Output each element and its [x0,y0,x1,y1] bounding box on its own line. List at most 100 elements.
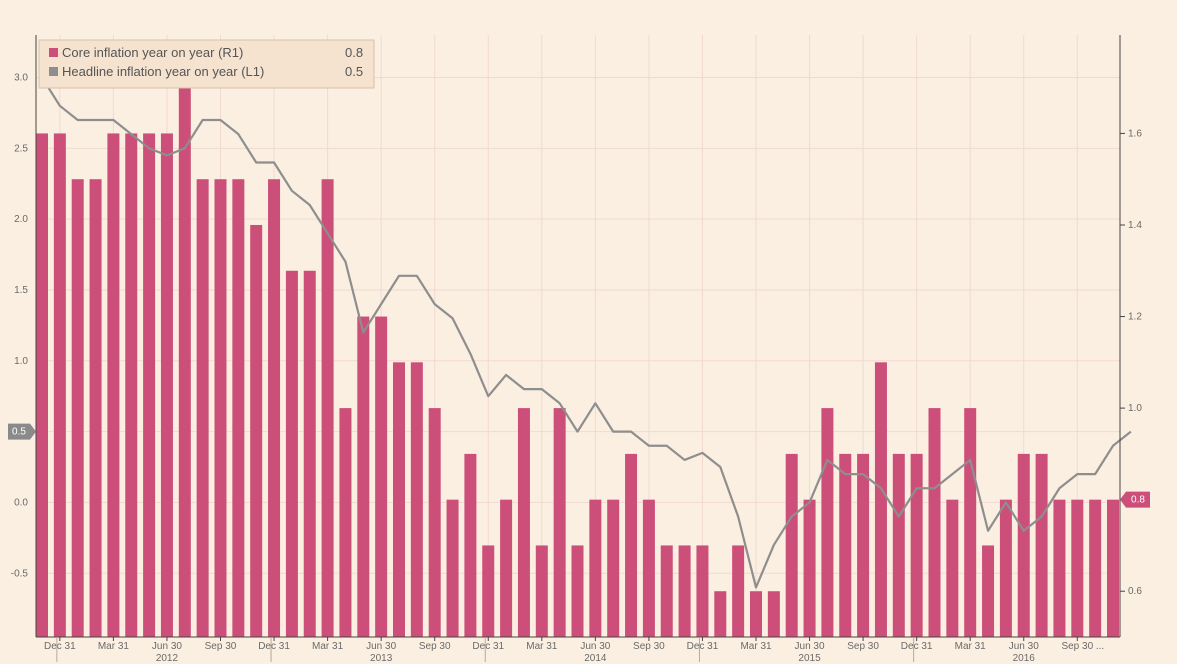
core-bar [1035,453,1048,637]
core-bar [607,499,620,637]
x-tick-label: Mar 31 [740,641,772,652]
core-bar [517,408,530,637]
left-tick-label: 1.0 [14,356,28,367]
x-tick-label: Sep 30 [847,641,879,652]
right-tick-label: 1.4 [1128,220,1142,231]
right-tick-label: 1.6 [1128,128,1142,139]
legend-label-headline: Headline inflation year on year (L1) [62,64,264,79]
core-bar [500,499,513,637]
core-bar [750,591,762,637]
x-tick-label: Sep 30 [419,641,451,652]
core-bar [375,316,388,637]
core-bar [535,545,548,637]
year-label: 2012 [156,653,179,664]
x-tick-label: Sep 30 [1061,641,1093,652]
left-tick-label: -0.5 [11,568,29,579]
legend-label-core: Core inflation year on year (R1) [62,45,243,60]
right-tick-label: 0.6 [1128,586,1142,597]
legend-value-core: 0.8 [345,45,363,60]
core-bar [928,408,941,637]
left-tick-label: 1.5 [14,285,28,296]
core-bar [160,133,173,638]
core-bar [571,545,584,637]
left-tick-label: 2.5 [14,143,28,154]
core-bar [642,499,655,637]
x-tick-label: Jun 30 [152,641,182,652]
x-tick-label: Jun 30 [580,641,610,652]
x-tick-label: Dec 31 [472,641,504,652]
core-bar [339,408,352,637]
left-tick-label: 3.0 [14,72,28,83]
core-bar [839,453,852,637]
core-bar [393,362,405,637]
core-bar [803,499,816,637]
left-last-value-text: 0.5 [12,427,26,438]
legend-swatch-core [49,48,58,57]
core-bar [1017,453,1030,637]
core-bar [357,316,370,637]
core-bar [696,545,709,637]
x-tick-label: Mar 31 [526,641,558,652]
headline-line [41,76,1132,589]
core-bar [285,270,298,637]
core-bar [982,545,995,637]
core-bar [678,545,691,637]
core-bar [625,453,638,637]
core-bar [250,224,263,637]
core-bar [1089,499,1102,637]
core-bar [232,179,245,637]
core-bar [71,179,84,637]
core-bar [410,362,423,637]
core-bar [589,499,602,637]
x-tick-label: Jun 30 [1009,641,1039,652]
core-bar [321,179,334,637]
core-bar [946,499,959,637]
core-bar [964,408,977,637]
legend-box [38,39,375,89]
core-bar [303,270,316,637]
x-tick-label: Sep 30 [633,641,665,652]
core-bar [892,453,905,637]
legend-value-headline: 0.5 [345,64,363,79]
tick-labels: 3.0 2.5 2.0 1.5 1.0 0.5 0.0 -0.5 1.6 1.4 1.2 1.0 0.8… [11,72,1143,664]
core-bar [196,179,209,637]
x-tick-label: Dec 31 [44,641,76,652]
core-bar [910,453,923,637]
core-bar [660,545,673,637]
legend: Core inflation year on year (R1) 0.8 Hea… [38,39,375,89]
core-bar [785,453,798,637]
core-bar [143,133,156,638]
core-bar [999,499,1012,637]
core-bar [107,133,120,638]
core-bar [482,545,495,637]
right-last-value-badge [1120,491,1150,508]
axes [35,35,1121,638]
right-last-value-text: 0.8 [1131,495,1145,506]
core-bar [89,179,102,637]
core-bar [178,87,191,638]
core-bar [428,408,441,637]
core-bar [732,545,745,637]
left-tick-label: 2.0 [14,214,28,225]
left-tick-label: 0.0 [14,497,28,508]
core-bar [1071,499,1084,637]
left-last-value-badge [8,423,36,440]
year-label: 2013 [370,653,393,664]
core-bar [857,453,870,637]
x-tick-label: Dec 31 [901,641,933,652]
x-tick-label: Sep 30 [205,641,237,652]
core-bar [446,499,459,637]
core-bar [36,133,48,638]
core-bar [214,179,227,637]
core-bar [268,179,281,637]
right-tick-label: 1.0 [1128,403,1142,414]
core-bar [821,408,834,637]
core-bar [714,591,727,637]
year-label: 2016 [1013,653,1036,664]
headline-inflation-line [41,76,1132,589]
x-tick-label: Dec 31 [687,641,719,652]
core-bar [553,408,566,637]
core-bar [1107,499,1119,637]
